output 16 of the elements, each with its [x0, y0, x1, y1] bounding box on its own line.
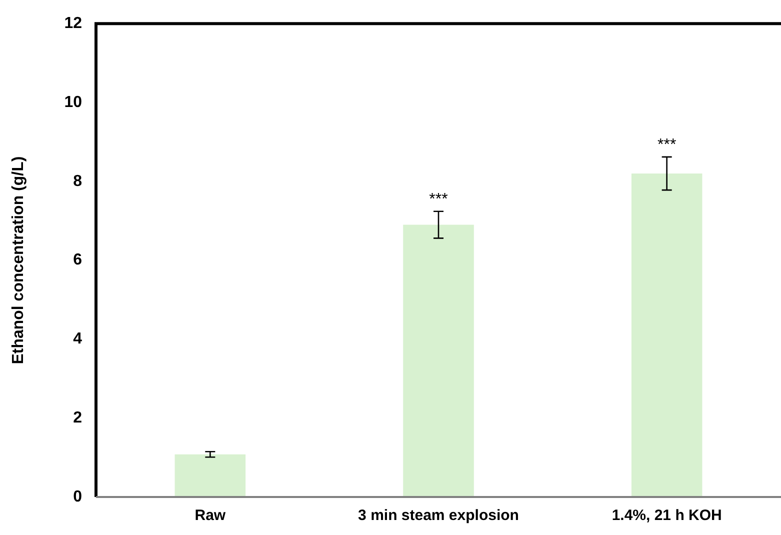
x-tick-label: 1.4%, 21 h KOH [612, 507, 722, 524]
bar [403, 224, 474, 497]
y-tick-label: 2 [73, 410, 82, 427]
y-tick-label: 6 [73, 252, 82, 269]
y-tick-label: 12 [64, 15, 82, 32]
annotation: *** [429, 190, 448, 208]
bar [631, 174, 702, 497]
y-axis-title: Ethanol concentration (g/L) [10, 156, 28, 364]
bar [174, 454, 246, 497]
y-tick-label: 8 [73, 172, 82, 190]
y-tick-label: 4 [73, 330, 82, 348]
x-tick-label: 3 min steam explosion [358, 507, 519, 524]
y-tick-label: 10 [64, 94, 82, 111]
x-tick-label: Raw [194, 507, 226, 524]
annotation: *** [657, 136, 676, 154]
y-tick-label: 0 [73, 488, 82, 506]
